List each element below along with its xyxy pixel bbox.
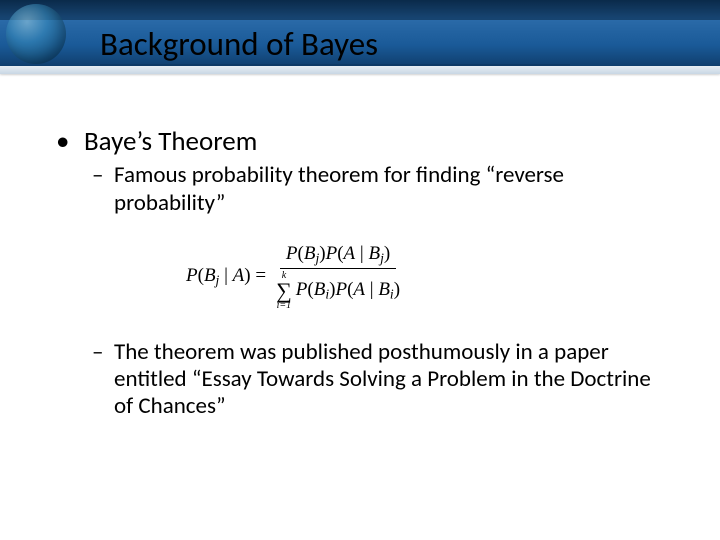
bullet-level1-text: Baye’s Theorem	[84, 126, 257, 158]
formula-lhs: P(Bj | A) =	[186, 265, 266, 288]
title-underline	[100, 64, 570, 66]
formula-denominator: k ∑ i=1 P(Bi)P(A | Bi)	[270, 269, 406, 311]
bullet-dash: –	[92, 339, 114, 420]
bullet-level2-b: – The theorem was published posthumously…	[92, 339, 664, 420]
slide-title: Background of Bayes	[100, 24, 378, 64]
bullet-dot: •	[56, 126, 84, 158]
title-header: Background of Bayes	[0, 0, 720, 88]
header-orb-decoration	[6, 4, 66, 64]
header-band-dark	[0, 0, 720, 22]
bullet-dash: –	[92, 162, 114, 216]
bullet-level2b-text: The theorem was published posthumously i…	[114, 339, 664, 420]
slide-body: • Baye’s Theorem – Famous probability th…	[0, 88, 720, 420]
formula-fraction: P(Bj)P(A | Bj) k ∑ i=1 P(Bi)P(A | Bi)	[270, 243, 406, 311]
header-band-light	[0, 66, 720, 74]
formula-den-term: P(Bi)P(A | Bi)	[296, 279, 400, 302]
bullet-level2-a: – Famous probability theorem for finding…	[92, 162, 664, 216]
sum-lower: i=1	[277, 301, 292, 311]
formula-numerator: P(Bj)P(A | Bj)	[280, 243, 396, 269]
sum-symbol: k ∑ i=1	[276, 271, 292, 311]
bullet-level2a-text: Famous probability theorem for finding “…	[114, 162, 664, 216]
bullet-level1: • Baye’s Theorem	[56, 126, 664, 158]
bayes-formula: P(Bj | A) = P(Bj)P(A | Bj) k ∑ i=1 P(Bi)…	[186, 243, 664, 311]
